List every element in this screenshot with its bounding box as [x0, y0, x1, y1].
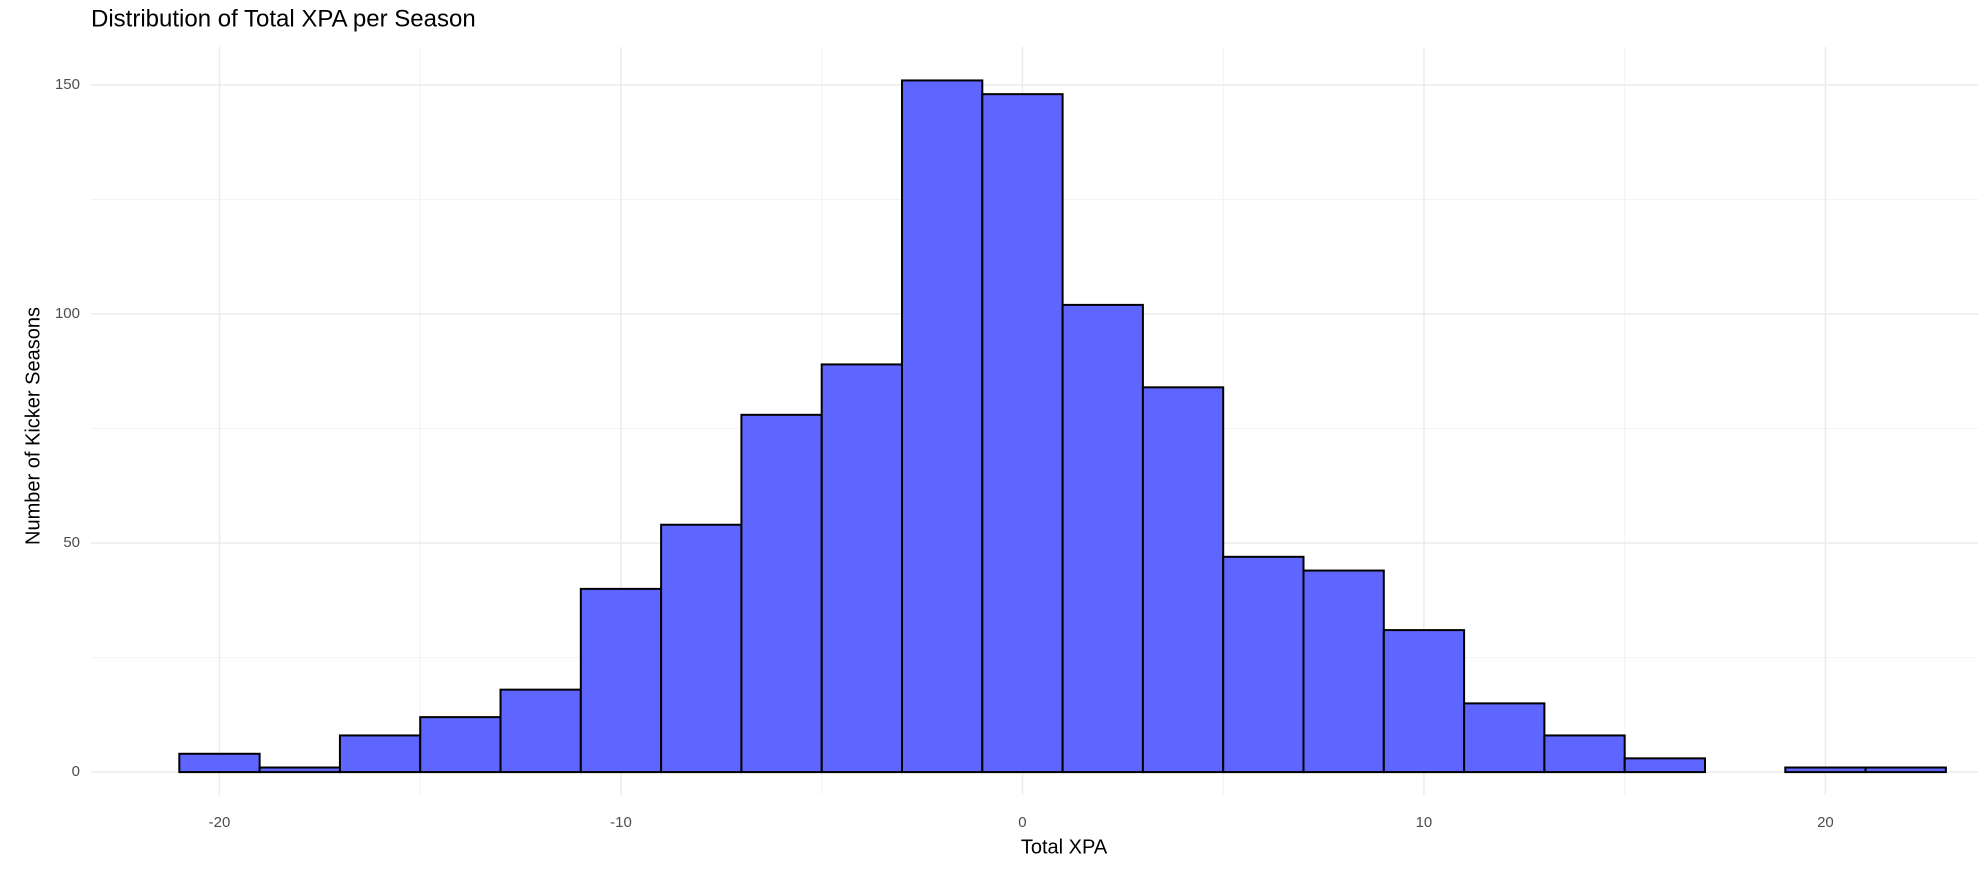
bar: [1141, 386, 1225, 774]
y-tick-label: 150: [55, 76, 80, 93]
bar: [1222, 555, 1305, 774]
y-tick-label: 100: [55, 305, 80, 322]
y-tick-label: 0: [72, 763, 80, 780]
bar: [1623, 757, 1706, 774]
x-tick-label: -10: [610, 814, 632, 831]
chart-title: Distribution of Total XPA per Season: [91, 5, 476, 32]
x-tick-label: 0: [1018, 814, 1026, 831]
bar: [178, 752, 261, 774]
bar: [740, 413, 823, 774]
bar: [1784, 766, 1867, 774]
bar: [579, 587, 663, 774]
bar: [660, 523, 743, 774]
y-tick-label: 50: [63, 534, 80, 551]
y-axis-label: Number of Kicker Seasons: [22, 307, 44, 545]
bar: [1302, 569, 1385, 774]
bar: [499, 688, 582, 774]
x-axis-label: Total XPA: [1021, 836, 1108, 858]
bar: [1463, 702, 1546, 774]
bar: [981, 93, 1064, 774]
bar: [1382, 629, 1466, 774]
bar: [419, 716, 502, 774]
bar: [1864, 766, 1947, 774]
bar: [1061, 303, 1144, 774]
bar: [258, 766, 341, 774]
bar: [820, 363, 904, 774]
x-tick-label: 20: [1817, 814, 1834, 831]
bar: [901, 79, 984, 774]
x-tick-label: -20: [209, 814, 231, 831]
x-tick-label: 10: [1416, 814, 1433, 831]
bar: [1543, 734, 1626, 774]
bar: [338, 734, 422, 774]
